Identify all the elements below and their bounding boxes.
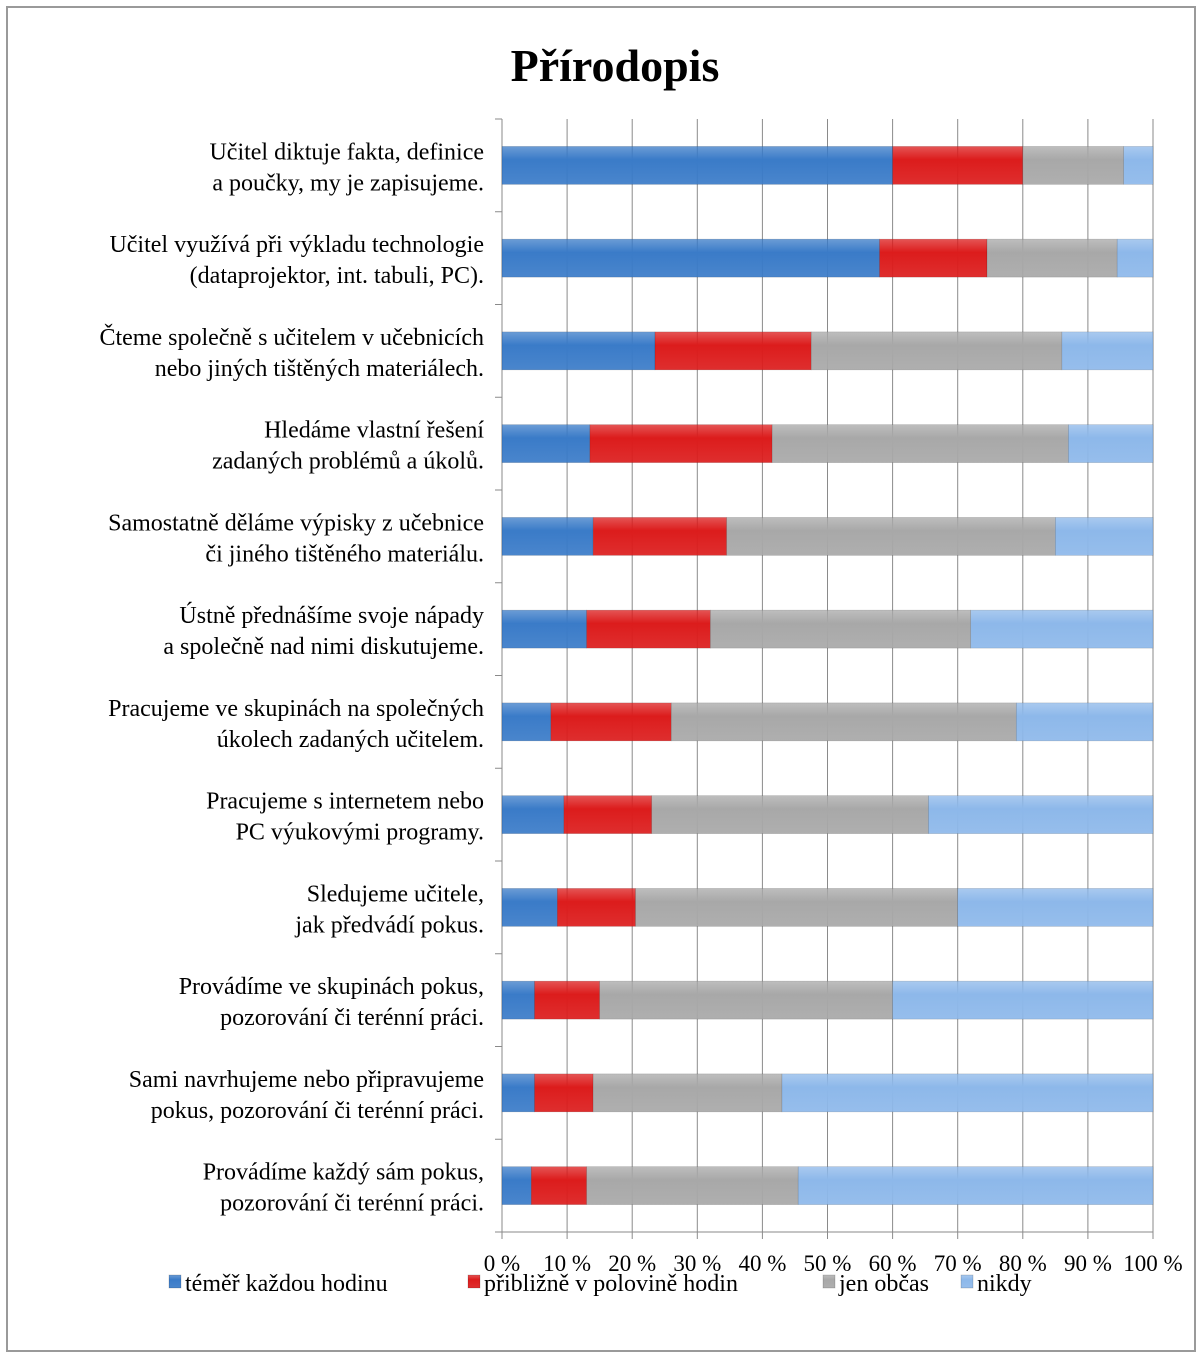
- bar-segment: [563, 795, 653, 834]
- bar-segment: [1022, 146, 1125, 185]
- bar-segment: [797, 1166, 1154, 1205]
- bar-segment: [501, 609, 587, 649]
- bar-segment: [710, 609, 972, 649]
- bar-segment: [501, 1073, 535, 1113]
- category-label: Provádíme ve skupinách pokus, pozorování …: [179, 974, 484, 1031]
- legend-label: nikdy: [977, 1271, 1032, 1297]
- bar-segment: [986, 238, 1118, 278]
- bar-segment: [501, 331, 656, 371]
- bar-segment: [1061, 331, 1154, 371]
- category-label: Pracujeme s internetem nebo PC výukovými …: [206, 789, 484, 846]
- label-layer: 0 % 10 % 20 % 30 % 40 % 50 % 60 % 70 % 80 % 90 % 1…: [99, 139, 1182, 1276]
- bar-segment: [726, 517, 1056, 556]
- bar-segment: [599, 980, 893, 1020]
- chart-title: Přírodopis: [511, 40, 720, 91]
- bar-segment: [501, 888, 558, 927]
- legend-label: přibližně v polovině hodin: [484, 1271, 738, 1297]
- category-label: Hledáme vlastní řešení zadaných problémů …: [212, 418, 484, 475]
- legend-swatch: [168, 1274, 182, 1289]
- bar-segment: [501, 1166, 532, 1205]
- category-label: Učitel diktuje fakta, definice a poučky, …: [209, 139, 484, 196]
- category-label: Sami navrhujeme nebo připravujeme pokus, …: [129, 1067, 484, 1124]
- x-tick-label: 90 %: [1064, 1251, 1112, 1276]
- grid-layer: [566, 119, 1154, 1232]
- bar-segment: [586, 609, 711, 649]
- bar-segment: [501, 517, 594, 556]
- bar-segment: [534, 1073, 594, 1113]
- bar-segment: [635, 888, 959, 927]
- bar-segment: [654, 331, 812, 371]
- bar-segment: [810, 331, 1063, 371]
- bar-segment: [781, 1073, 1154, 1113]
- chart-frame: Přírodopis 0 % 10 % 20 % 30 % 40 % 50 % 60 % 70…: [6, 6, 1196, 1352]
- bar-segment: [534, 980, 600, 1020]
- x-tick-label: 10 %: [543, 1251, 591, 1276]
- category-label: Učitel využívá při výkladu technologie (d…: [109, 232, 484, 289]
- bar-segment: [1055, 517, 1154, 556]
- bar-segment: [501, 980, 535, 1020]
- category-label: Sledujeme učitele, jak předvádí pokus.: [294, 881, 484, 938]
- bar-segment: [1015, 702, 1154, 742]
- x-tick-label: 30 %: [673, 1251, 721, 1276]
- chart-svg: Přírodopis 0 % 10 % 20 % 30 % 40 % 50 % 60 % 70…: [99, 40, 1182, 1297]
- bar-segment: [550, 702, 672, 742]
- x-tick-label: 70 %: [934, 1251, 982, 1276]
- bar-segment: [957, 888, 1154, 927]
- bar-segment: [970, 609, 1154, 649]
- x-tick-label: 0 %: [484, 1251, 520, 1276]
- legend-label: téměř každou hodinu: [185, 1271, 388, 1297]
- x-tick-label: 20 %: [608, 1251, 656, 1276]
- category-label: Samostatně děláme výpisky z učebnice či j…: [108, 510, 484, 567]
- bar-segment: [557, 888, 636, 927]
- category-label: Pracujeme ve skupinách na společných úkol…: [108, 696, 484, 753]
- bar-segment: [592, 1073, 783, 1113]
- x-tick-label: 80 %: [999, 1251, 1047, 1276]
- bar-segment: [1116, 238, 1154, 278]
- x-tick-label: 60 %: [869, 1251, 917, 1276]
- bar-segment: [589, 424, 773, 463]
- category-label: Provádíme každý sám pokus, pozorování či …: [203, 1160, 484, 1217]
- x-tick-label: 50 %: [804, 1251, 852, 1276]
- x-tick-label: 100 %: [1123, 1251, 1182, 1276]
- bar-segment: [530, 1166, 587, 1205]
- bar-segment: [501, 702, 552, 742]
- bar-segment: [651, 795, 929, 834]
- bar-segment: [892, 146, 1024, 185]
- bar-segment: [928, 795, 1154, 834]
- legend-swatch: [960, 1274, 974, 1289]
- axis-layer: [495, 118, 1154, 1239]
- bar-segment: [1068, 424, 1154, 463]
- category-label: Čteme společně s učitelem v učebnicích ne…: [99, 324, 484, 382]
- bar-layer: [501, 146, 1154, 1205]
- bar-segment: [892, 980, 1154, 1020]
- legend-label: jen občas: [838, 1271, 929, 1297]
- x-tick-label: 40 %: [738, 1251, 786, 1276]
- bar-segment: [586, 1166, 799, 1205]
- category-label: Ústně přednášíme svoje nápady a společně …: [163, 602, 484, 660]
- legend: téměř každou hodinu přibližně v polovině …: [168, 1271, 1032, 1297]
- bar-segment: [771, 424, 1069, 463]
- bar-segment: [501, 146, 893, 185]
- bar-segment: [501, 238, 880, 278]
- legend-swatch: [822, 1274, 836, 1289]
- bar-segment: [1123, 146, 1154, 185]
- legend-swatch: [467, 1274, 481, 1289]
- bar-segment: [879, 238, 988, 278]
- bar-segment: [592, 517, 727, 556]
- bar-segment: [501, 795, 565, 834]
- bar-segment: [501, 424, 591, 463]
- bar-segment: [670, 702, 1017, 742]
